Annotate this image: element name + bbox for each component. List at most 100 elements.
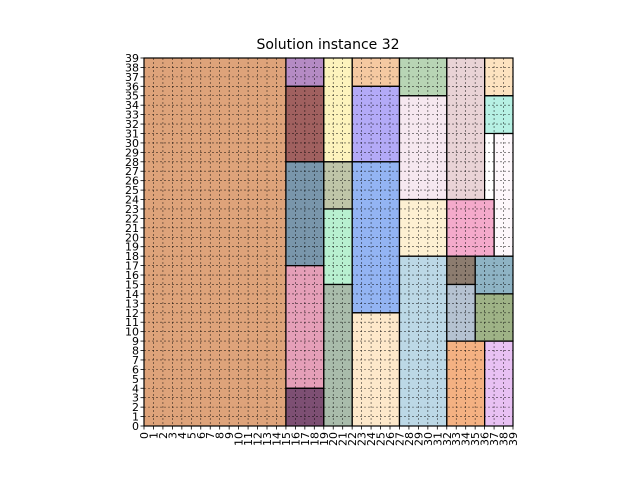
rectangle-19 [446, 199, 495, 257]
y-ticks-layer: 0123456789101112131415161718192021222324… [125, 52, 144, 433]
x-tick-label-36: 36 [479, 432, 492, 446]
rectangle-14 [399, 58, 447, 96]
x-tick-label-8: 8 [214, 432, 227, 439]
y-tick-label-39: 39 [125, 52, 139, 65]
rectangle-9 [323, 284, 353, 426]
y-tick-label-20: 20 [125, 231, 139, 244]
x-tick-label-1: 1 [147, 432, 160, 439]
axes-layer [143, 57, 514, 427]
x-tick-label-4: 4 [176, 432, 189, 439]
y-tick-label-2: 2 [132, 401, 139, 414]
y-tick-label-16: 16 [125, 269, 139, 282]
x-tick-label-34: 34 [460, 432, 473, 446]
x-tick-label-12: 12 [252, 432, 265, 446]
x-tick-label-29: 29 [412, 432, 425, 446]
rectangle-23 [446, 256, 476, 285]
x-tick-label-27: 27 [393, 432, 406, 446]
y-tick-label-1: 1 [132, 411, 139, 424]
y-tick-label-15: 15 [125, 278, 139, 291]
rectangle-26 [475, 293, 513, 342]
y-tick-label-37: 37 [125, 71, 139, 84]
x-tick-label-22: 22 [346, 432, 359, 446]
y-tick-label-22: 22 [125, 212, 139, 225]
x-tick-label-15: 15 [280, 432, 293, 446]
x-tick-label-39: 39 [507, 432, 520, 446]
y-tick-label-10: 10 [125, 326, 139, 339]
rectangle-15 [399, 95, 447, 200]
y-tick-label-36: 36 [125, 80, 139, 93]
rectangle-16 [399, 199, 447, 257]
y-tick-label-33: 33 [125, 109, 139, 122]
y-tick-label-12: 12 [125, 307, 139, 320]
y-tick-label-4: 4 [132, 382, 139, 395]
y-tick-label-26: 26 [125, 175, 139, 188]
x-tick-label-24: 24 [365, 432, 378, 446]
x-tick-label-35: 35 [469, 432, 482, 446]
y-tick-label-6: 6 [132, 363, 139, 376]
chart-title: Solution instance 32 [256, 37, 399, 53]
x-tick-label-32: 32 [441, 432, 454, 446]
x-tick-label-37: 37 [488, 432, 501, 446]
y-tick-label-13: 13 [125, 297, 139, 310]
y-tick-label-28: 28 [125, 156, 139, 169]
x-tick-label-31: 31 [431, 432, 444, 446]
y-tick-label-38: 38 [125, 61, 139, 74]
x-tick-label-2: 2 [157, 432, 170, 439]
plot-frame [143, 57, 514, 427]
x-tick-label-5: 5 [185, 432, 198, 439]
y-tick-label-29: 29 [125, 146, 139, 159]
x-tick-label-11: 11 [242, 432, 255, 446]
y-tick-label-35: 35 [125, 90, 139, 103]
y-tick-label-11: 11 [125, 316, 139, 329]
x-tick-label-9: 9 [223, 432, 236, 439]
x-tick-label-25: 25 [375, 432, 388, 446]
x-tick-label-21: 21 [337, 432, 350, 446]
x-ticks-layer: 0123456789101112131415161718192021222324… [138, 426, 520, 446]
x-tick-label-33: 33 [450, 432, 463, 446]
y-tick-label-25: 25 [125, 184, 139, 197]
y-tick-label-27: 27 [125, 165, 139, 178]
y-tick-label-23: 23 [125, 203, 139, 216]
x-tick-label-20: 20 [327, 432, 340, 446]
x-tick-label-6: 6 [195, 432, 208, 439]
rectangle-7 [323, 161, 353, 209]
x-tick-label-28: 28 [403, 432, 416, 446]
rectangle-17 [399, 256, 447, 426]
y-tick-label-7: 7 [132, 354, 139, 367]
y-tick-label-31: 31 [125, 127, 139, 140]
y-tick-label-19: 19 [125, 241, 139, 254]
x-tick-label-14: 14 [270, 432, 283, 446]
x-tick-label-26: 26 [384, 432, 397, 446]
y-tick-label-17: 17 [125, 260, 139, 273]
y-tick-label-8: 8 [132, 345, 139, 358]
y-tick-label-9: 9 [132, 335, 139, 348]
y-tick-label-14: 14 [125, 288, 139, 301]
x-tick-label-7: 7 [204, 432, 217, 439]
x-tick-label-17: 17 [299, 432, 312, 446]
x-tick-label-16: 16 [289, 432, 302, 446]
y-tick-label-3: 3 [132, 392, 139, 405]
y-tick-label-5: 5 [132, 373, 139, 386]
y-tick-label-30: 30 [125, 137, 139, 150]
x-tick-label-30: 30 [422, 432, 435, 446]
y-tick-label-32: 32 [125, 118, 139, 131]
x-tick-label-3: 3 [166, 432, 179, 439]
x-tick-label-23: 23 [356, 432, 369, 446]
y-tick-label-18: 18 [125, 250, 139, 263]
rectangle-28 [484, 341, 513, 426]
rectangle-10 [352, 58, 400, 87]
rectangle-6 [323, 58, 353, 162]
x-tick-label-18: 18 [308, 432, 321, 446]
y-tick-label-21: 21 [125, 222, 139, 235]
x-tick-label-13: 13 [261, 432, 274, 446]
x-tick-label-38: 38 [498, 432, 511, 446]
x-tick-label-19: 19 [318, 432, 331, 446]
y-tick-label-24: 24 [125, 194, 139, 207]
y-tick-label-0: 0 [132, 420, 139, 433]
y-tick-label-34: 34 [125, 99, 139, 112]
x-tick-label-10: 10 [233, 432, 246, 446]
x-tick-label-0: 0 [138, 432, 151, 439]
rectangles-layer [144, 58, 513, 426]
rectangle-0 [144, 58, 286, 426]
